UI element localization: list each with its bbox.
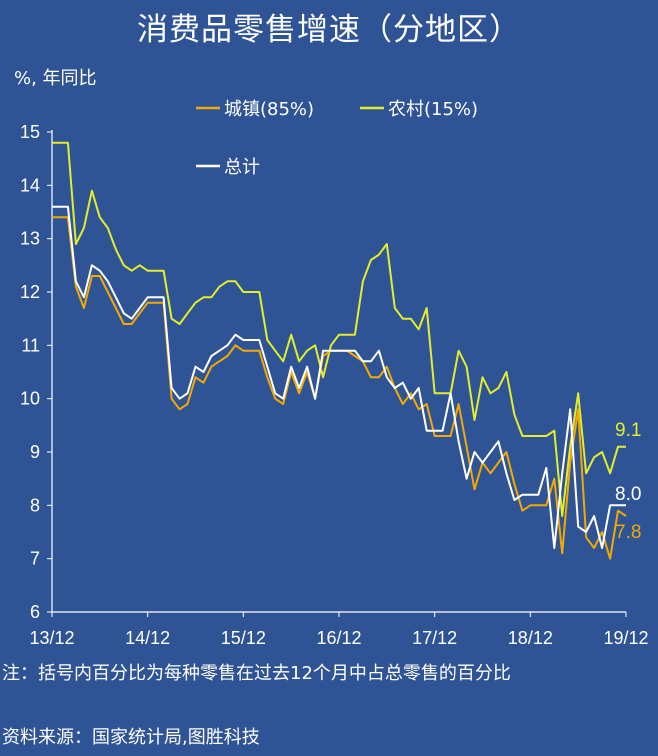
y-tick-label: 9 <box>30 442 40 462</box>
y-tick-label: 7 <box>30 549 40 569</box>
end-value-label: 8.0 <box>615 484 641 505</box>
series-lines <box>52 141 627 560</box>
series-line <box>52 141 626 517</box>
x-tick-label: 17/12 <box>412 628 457 648</box>
legend-label: 城镇(85%) <box>224 99 314 120</box>
x-tick-label: 14/12 <box>125 628 170 648</box>
legend-label: 农村(15%) <box>388 99 478 120</box>
x-tick-label: 15/12 <box>221 628 266 648</box>
end-value-label: 9.1 <box>615 420 641 441</box>
legend: 城镇(85%) 农村(15%) 总计 <box>196 99 478 178</box>
source-note: 资料来源：国家统计局,图胜科技 <box>2 727 260 748</box>
y-tick-label: 13 <box>20 229 40 249</box>
y-tick-label: 15 <box>20 122 40 142</box>
series-line <box>52 205 626 549</box>
series-line <box>52 216 627 560</box>
y-tick-label: 12 <box>20 282 40 302</box>
chart-title: 消费品零售增速（分地区） <box>137 12 521 48</box>
y-tick-label: 8 <box>30 495 40 515</box>
x-tick-label: 18/12 <box>508 628 553 648</box>
y-tick-label: 11 <box>21 335 40 355</box>
x-tick-label: 19/12 <box>603 628 648 648</box>
y-axis-unit-label: %, 年同比 <box>14 68 97 89</box>
axes: 6 7 8 9 10 11 12 13 14 15 13/12 14/12 15/12 16/12 17/1… <box>20 122 649 648</box>
x-tick-label: 13/12 <box>29 628 74 648</box>
y-tick-label: 10 <box>20 389 40 409</box>
footnote: 注：括号内百分比为每种零售在过去12个月中占总零售的百分比 <box>2 663 511 684</box>
y-tick-label: 14 <box>20 175 40 195</box>
end-value-label: 7.8 <box>615 522 641 543</box>
end-labels: 7.8 9.1 8.0 <box>615 420 641 543</box>
x-tick-label: 16/12 <box>316 628 361 648</box>
y-tick-label: 6 <box>30 602 40 622</box>
legend-label: 总计 <box>224 157 260 178</box>
